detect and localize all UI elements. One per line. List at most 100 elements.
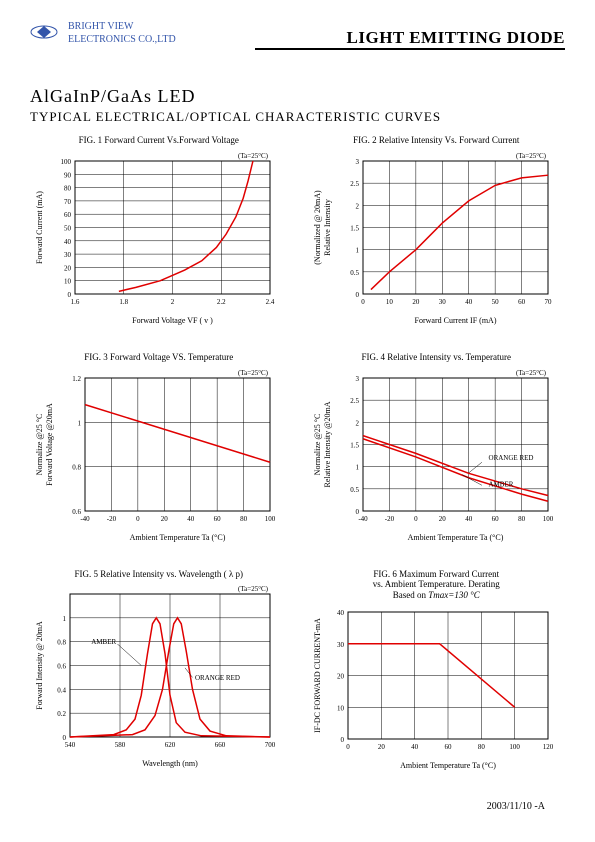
company-line2: ELECTRONICS CO.,LTD (68, 33, 176, 46)
svg-text:(Ta=25°C): (Ta=25°C) (238, 152, 269, 160)
svg-text:2.2: 2.2 (217, 298, 226, 306)
svg-text:0.6: 0.6 (72, 508, 81, 516)
svg-text:2: 2 (355, 419, 359, 427)
fig2-svg: 01020304050607000.511.522.53Forward Curr… (308, 149, 558, 329)
fig4: FIG. 4 Relative Intensity vs. Temperatur… (308, 352, 566, 551)
svg-text:0: 0 (340, 736, 344, 744)
main-title: LIGHT EMITTING DIODE (347, 28, 565, 48)
svg-text:20: 20 (337, 672, 345, 680)
fig3-svg: -40-200204060801000.60.811.2Ambient Temp… (30, 366, 280, 546)
svg-text:60: 60 (491, 515, 499, 523)
footer-date: 2003/11/10 -A (487, 801, 545, 812)
svg-text:Normalize @25 °C: Normalize @25 °C (35, 413, 44, 475)
logo-icon (30, 22, 58, 42)
svg-text:0.8: 0.8 (57, 639, 66, 647)
svg-text:1.8: 1.8 (119, 298, 128, 306)
svg-text:Ambient Temperature Ta (°C): Ambient Temperature Ta (°C) (130, 533, 226, 542)
svg-text:2.5: 2.5 (350, 180, 359, 188)
svg-text:0: 0 (136, 515, 140, 523)
svg-text:20: 20 (161, 515, 169, 523)
svg-text:40: 40 (337, 609, 345, 617)
svg-text:80: 80 (64, 184, 72, 192)
svg-text:0.4: 0.4 (57, 687, 66, 695)
svg-text:Relative Intensity: Relative Intensity (323, 199, 332, 256)
svg-text:50: 50 (491, 298, 499, 306)
svg-text:30: 30 (64, 251, 72, 259)
fig6-title-extra: Tmax=130 °C (428, 590, 479, 600)
company-line1: BRIGHT VIEW (68, 20, 176, 33)
svg-text:0: 0 (346, 743, 350, 751)
svg-text:2: 2 (355, 202, 359, 210)
svg-text:Wavelength (nm): Wavelength (nm) (142, 759, 198, 768)
svg-text:580: 580 (115, 741, 126, 749)
fig5-svg: 54058062066070000.20.40.60.81Wavelength … (30, 582, 280, 772)
svg-text:AMBER: AMBER (91, 638, 116, 646)
svg-text:10: 10 (64, 277, 72, 285)
svg-text:60: 60 (518, 298, 526, 306)
svg-text:90: 90 (64, 171, 72, 179)
svg-text:3: 3 (355, 158, 359, 166)
svg-text:40: 40 (465, 298, 473, 306)
svg-text:1.6: 1.6 (71, 298, 80, 306)
svg-text:3: 3 (355, 375, 359, 383)
svg-text:700: 700 (265, 741, 276, 749)
svg-text:2.4: 2.4 (266, 298, 275, 306)
svg-text:100: 100 (265, 515, 276, 523)
title-underline (255, 48, 565, 50)
svg-text:20: 20 (438, 515, 446, 523)
svg-text:Ambient Temperature Ta (°C): Ambient Temperature Ta (°C) (400, 761, 496, 770)
svg-text:(Ta=25°C): (Ta=25°C) (516, 369, 547, 377)
subtitle2: TYPICAL ELECTRICAL/OPTICAL CHARACTERISTI… (30, 109, 565, 125)
svg-text:-20: -20 (384, 515, 394, 523)
fig3-title: FIG. 3 Forward Voltage VS. Temperature (30, 352, 288, 363)
svg-text:2: 2 (171, 298, 175, 306)
svg-text:100: 100 (542, 515, 553, 523)
svg-text:ORANGE RED: ORANGE RED (488, 454, 533, 462)
svg-text:0: 0 (361, 298, 365, 306)
svg-text:-40: -40 (80, 515, 90, 523)
svg-text:540: 540 (65, 741, 76, 749)
svg-text:0.5: 0.5 (350, 485, 359, 493)
fig6: FIG. 6 Maximum Forward Currentvs. Ambien… (308, 569, 566, 779)
svg-text:(Ta=25°C): (Ta=25°C) (516, 152, 547, 160)
fig1-svg: 1.61.822.22.40102030405060708090100Forwa… (30, 149, 280, 329)
svg-text:100: 100 (61, 158, 72, 166)
svg-text:60: 60 (64, 211, 72, 219)
svg-text:Forward Voltage @20mA: Forward Voltage @20mA (45, 403, 54, 486)
svg-text:AMBER: AMBER (488, 480, 513, 488)
svg-text:40: 40 (465, 515, 473, 523)
svg-text:30: 30 (438, 298, 446, 306)
svg-text:50: 50 (64, 224, 72, 232)
svg-text:60: 60 (444, 743, 452, 751)
svg-text:20: 20 (377, 743, 385, 751)
svg-text:Forward Current (mA): Forward Current (mA) (35, 191, 44, 264)
fig1: FIG. 1 Forward Current Vs.Forward Voltag… (30, 135, 288, 334)
svg-text:IF-DC FORWARD CURRENT-mA: IF-DC FORWARD CURRENT-mA (313, 618, 322, 733)
svg-text:1: 1 (355, 463, 359, 471)
svg-text:0.5: 0.5 (350, 269, 359, 277)
svg-text:0: 0 (355, 291, 359, 299)
svg-text:0: 0 (63, 734, 67, 742)
svg-text:1.2: 1.2 (72, 375, 81, 383)
charts-grid: FIG. 1 Forward Current Vs.Forward Voltag… (30, 135, 565, 779)
svg-text:100: 100 (509, 743, 520, 751)
svg-text:(Ta=25°C): (Ta=25°C) (238, 585, 269, 593)
svg-text:20: 20 (64, 264, 72, 272)
svg-text:80: 80 (240, 515, 248, 523)
fig5-title: FIG. 5 Relative Intensity vs. Wavelength… (30, 569, 288, 580)
svg-text:80: 80 (518, 515, 526, 523)
svg-text:40: 40 (187, 515, 195, 523)
svg-text:ORANGE RED: ORANGE RED (195, 674, 240, 682)
svg-text:0: 0 (414, 515, 418, 523)
fig5: FIG. 5 Relative Intensity vs. Wavelength… (30, 569, 288, 779)
svg-text:Normalize @25 °C: Normalize @25 °C (313, 413, 322, 475)
svg-text:620: 620 (165, 741, 176, 749)
svg-text:80: 80 (477, 743, 485, 751)
svg-text:20: 20 (412, 298, 420, 306)
svg-text:30: 30 (337, 641, 345, 649)
svg-text:70: 70 (544, 298, 552, 306)
fig3: FIG. 3 Forward Voltage VS. Temperature -… (30, 352, 288, 551)
svg-text:0.8: 0.8 (72, 463, 81, 471)
svg-text:660: 660 (215, 741, 226, 749)
fig6-svg: 020406080100120010203040Ambient Temperat… (308, 604, 558, 774)
